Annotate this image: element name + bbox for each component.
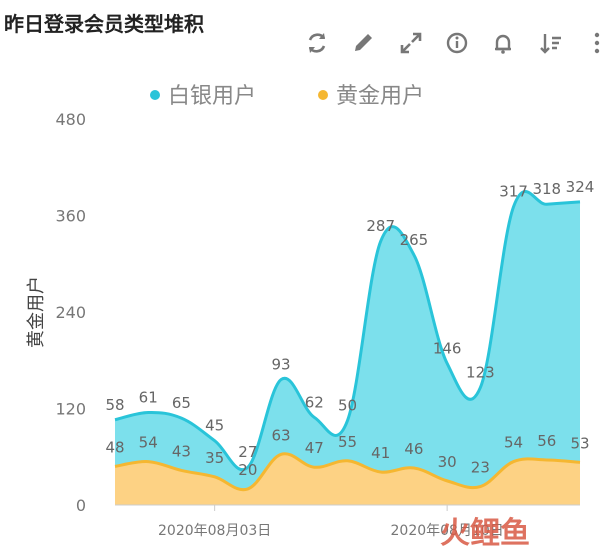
data-label-gold: 53: [570, 434, 589, 452]
legend-label-silver: 白银用户: [168, 84, 257, 109]
silver-area: [115, 191, 580, 490]
data-label-silver: 27: [238, 443, 257, 461]
refresh-icon[interactable]: [300, 26, 334, 60]
data-label-gold: 46: [404, 440, 423, 458]
data-label-silver: 287: [366, 217, 395, 235]
expand-icon[interactable]: [394, 26, 428, 60]
data-label-gold: 55: [338, 433, 357, 451]
data-label-silver: 146: [433, 339, 462, 357]
data-label-silver: 45: [205, 417, 224, 435]
data-label-silver: 62: [305, 393, 324, 411]
more-icon[interactable]: [580, 26, 608, 60]
data-label-silver: 265: [400, 231, 429, 249]
y-tick-label: 480: [55, 110, 86, 129]
gold-series-line: [114, 452, 581, 492]
data-label-silver: 317: [499, 183, 528, 201]
y-tick-label: 240: [55, 303, 86, 322]
data-label-silver: 93: [272, 356, 291, 374]
bell-icon[interactable]: [486, 26, 520, 60]
data-label-gold: 30: [438, 453, 457, 471]
watermark-logo: 火鲤鱼: [440, 516, 530, 551]
legend-marker-gold: [318, 90, 328, 100]
legend-marker-silver: [150, 90, 160, 100]
data-label-silver: 123: [466, 364, 495, 382]
data-label-gold: 54: [504, 434, 523, 452]
data-label-gold: 56: [537, 432, 556, 450]
data-label-silver: 50: [338, 397, 357, 415]
x-tick-label: 2020年08月10日: [391, 523, 504, 539]
y-tick-label: 0: [76, 496, 86, 515]
silver-series-line: [114, 190, 581, 472]
x-tick-label: 2020年08月03日: [158, 523, 271, 539]
gold-area: [115, 453, 580, 505]
data-label-silver: 58: [105, 396, 124, 414]
data-label-silver: 318: [532, 180, 561, 198]
y-tick-label: 360: [55, 207, 86, 226]
chart-title: 昨日登录会员类型堆积: [4, 12, 204, 36]
y-axis-label: 黄金用户: [26, 276, 47, 348]
data-label-silver: 65: [172, 394, 191, 412]
edit-icon[interactable]: [346, 26, 380, 60]
data-label-gold: 35: [205, 449, 224, 467]
legend-item-gold[interactable]: 黄金用户: [318, 78, 424, 110]
data-label-gold: 54: [139, 434, 158, 452]
sort-icon[interactable]: [534, 26, 568, 60]
data-label-gold: 48: [105, 438, 124, 456]
data-label-silver: 61: [139, 389, 158, 407]
y-tick-label: 120: [55, 400, 86, 419]
info-icon[interactable]: [440, 26, 474, 60]
data-label-gold: 20: [238, 461, 257, 479]
data-label-gold: 43: [172, 442, 191, 460]
data-label-gold: 41: [371, 444, 390, 462]
legend-label-gold: 黄金用户: [336, 84, 425, 109]
data-label-silver: 324: [566, 178, 595, 196]
data-label-gold: 47: [305, 439, 324, 457]
legend-item-silver[interactable]: 白银用户: [150, 78, 256, 110]
data-label-gold: 63: [272, 426, 291, 444]
data-label-gold: 23: [471, 459, 490, 477]
chart-toolbar: [300, 26, 600, 60]
